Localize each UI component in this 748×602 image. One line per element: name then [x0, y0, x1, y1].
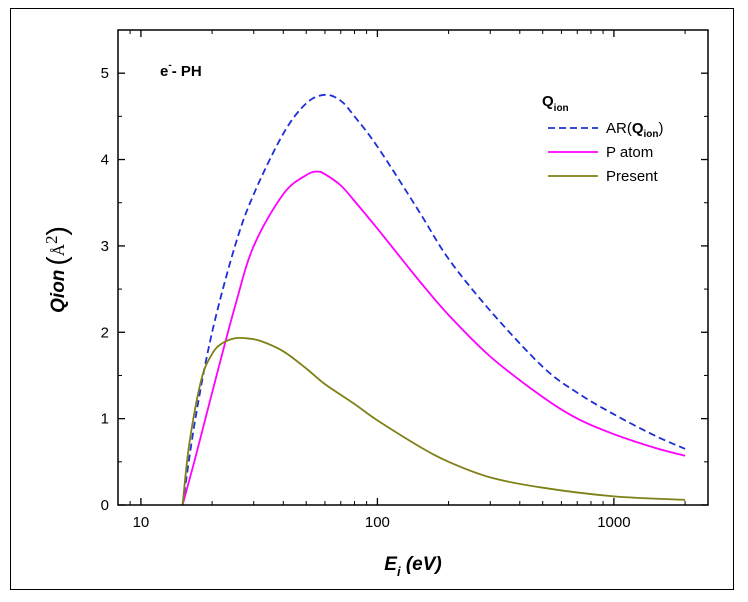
- annotation-e-ph: e-- PH: [160, 60, 202, 80]
- legend: Qion AR(Qion) P atom Present: [542, 93, 664, 185]
- y-tick-label: 1: [101, 411, 109, 428]
- legend-entries: AR(Qion) P atom Present: [548, 120, 664, 185]
- legend-title: Qion: [542, 93, 569, 114]
- y-tick-label: 2: [101, 324, 109, 341]
- series-line-1: [181, 170, 686, 506]
- series-line-0: [181, 93, 686, 506]
- y-axis-title: Qion(Å2): [41, 226, 72, 313]
- x-tick-label: 10: [133, 514, 150, 531]
- y-tick-label: 3: [101, 238, 109, 255]
- x-axis-title: Ei (eV): [384, 554, 442, 579]
- x-tick-label: 100: [365, 514, 390, 531]
- figure-frame: [10, 8, 734, 590]
- legend-label-2: Present: [606, 168, 659, 185]
- y-tick-label: 4: [101, 152, 109, 169]
- y-tick-label: 0: [101, 497, 109, 514]
- plot-area-frame: [117, 29, 709, 506]
- y-tick-label: 5: [101, 65, 109, 82]
- legend-label-1: P atom: [606, 144, 653, 161]
- legend-label-0: AR(Qion): [606, 120, 664, 140]
- tick-layer: 0 1 2 3 4 5 10 100 1000: [101, 29, 708, 531]
- series-layer: [181, 93, 686, 506]
- x-tick-label: 1000: [597, 514, 630, 531]
- series-line-2: [181, 336, 686, 506]
